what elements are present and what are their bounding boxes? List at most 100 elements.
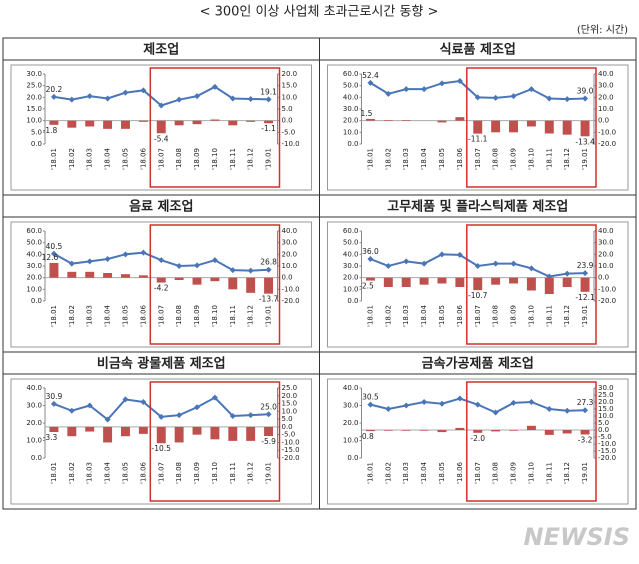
y-tick-label: 15.0 — [26, 105, 42, 113]
line-marker — [528, 399, 535, 405]
x-tick-label: '18.08 — [175, 305, 183, 327]
line-marker — [104, 256, 111, 262]
x-tick-label: '18.12 — [247, 462, 255, 484]
bar — [473, 277, 483, 291]
y2-tick-label: 30.0 — [598, 82, 614, 90]
line-marker — [456, 78, 463, 84]
y-tick-label: 30.0 — [26, 402, 42, 410]
y-tick-label: 10.0 — [343, 285, 359, 293]
y2-tick-label: 10.0 — [598, 105, 614, 113]
y2-tick-label: -10.0 — [282, 438, 300, 446]
y2-tick-label: -5.0 — [282, 128, 296, 136]
x-tick-label: '18.01 — [366, 462, 374, 484]
x-tick-label: '18.01 — [366, 148, 374, 170]
x-tick-label: '19.01 — [265, 462, 273, 484]
bar — [85, 426, 95, 432]
line-value-label: 30.5 — [362, 393, 379, 402]
bar — [526, 277, 536, 291]
line-marker — [265, 411, 272, 418]
y2-tick-label: 10.0 — [598, 262, 614, 270]
bar-value-label: -4.2 — [154, 284, 169, 293]
bar — [401, 430, 411, 431]
y2-tick-label: 30.0 — [598, 239, 614, 247]
x-tick-label: '18.11 — [545, 462, 553, 484]
line-value-label: 40.5 — [46, 242, 63, 251]
line-marker — [385, 406, 392, 412]
line-marker — [421, 86, 428, 93]
line-marker — [421, 399, 428, 405]
x-tick-label: '18.12 — [563, 148, 571, 170]
y-tick-label: 60.0 — [343, 227, 359, 235]
line-marker — [528, 265, 535, 272]
bar-value-label: -5.9 — [261, 437, 276, 446]
line-marker — [438, 251, 445, 258]
bar — [138, 275, 148, 278]
bar-value-label: -11.1 — [468, 135, 488, 144]
y-tick-label: 30.0 — [343, 402, 359, 410]
line-marker — [122, 251, 129, 258]
panel-title: 고무제품 및 플라스틱제품 제조업 — [387, 199, 568, 215]
y-tick-label: 20.0 — [343, 274, 359, 282]
y-tick-label: 40.0 — [343, 250, 359, 258]
bar — [49, 120, 59, 125]
x-tick-label: '18.01 — [50, 148, 58, 170]
line-marker — [122, 396, 129, 403]
bar — [455, 117, 465, 121]
line-marker — [140, 399, 147, 405]
line-marker — [367, 256, 374, 262]
x-tick-label: '18.05 — [438, 148, 446, 170]
y-tick-label: 20.0 — [343, 419, 359, 427]
y2-tick-label: 30.0 — [598, 384, 614, 392]
line-marker — [403, 402, 410, 409]
line-marker — [68, 96, 75, 103]
bar — [473, 120, 483, 134]
line-marker — [104, 95, 111, 102]
bar — [103, 273, 113, 278]
bar — [103, 426, 113, 443]
bar — [138, 426, 148, 434]
line-marker — [510, 399, 517, 406]
y-tick-label: 0.0 — [31, 140, 42, 148]
y2-tick-label: 0.0 — [282, 117, 293, 125]
line-marker — [456, 395, 463, 402]
x-tick-label: '18.03 — [402, 148, 410, 170]
x-tick-label: '18.11 — [545, 305, 553, 327]
y-tick-label: 20.0 — [343, 117, 359, 125]
y2-tick-label: -10.0 — [598, 285, 616, 293]
x-tick-label: '18.05 — [121, 305, 129, 327]
x-tick-label: '19.01 — [581, 305, 589, 327]
y-tick-label: 30.0 — [26, 262, 42, 270]
line-marker — [265, 96, 272, 103]
x-tick-label: '18.10 — [211, 148, 219, 170]
line-value-label: 25.0 — [260, 402, 277, 411]
panel-title: 금속가공제품 제조업 — [422, 357, 534, 372]
bar — [580, 120, 590, 137]
bar-value-label: -10.5 — [152, 444, 172, 453]
line-marker — [211, 394, 218, 401]
line-marker — [104, 416, 111, 423]
bar — [138, 120, 148, 122]
y2-tick-label: 0.0 — [598, 426, 609, 434]
line-marker — [211, 83, 218, 90]
panel-title: 제조업 — [143, 43, 179, 58]
bar — [246, 277, 256, 293]
bar-value-label: -3.3 — [43, 433, 58, 442]
line-marker — [492, 260, 499, 267]
bar — [437, 430, 447, 433]
line-value-label: 19.1 — [260, 87, 277, 96]
line-value-label: 52.4 — [362, 71, 379, 80]
bar — [455, 427, 465, 430]
line-marker — [265, 266, 272, 273]
y2-tick-label: 20.0 — [598, 93, 614, 101]
x-tick-label: '18.07 — [474, 462, 482, 484]
line-marker — [403, 86, 410, 93]
panel-title: 식료품 제조업 — [440, 42, 516, 58]
x-tick-label: '18.10 — [527, 462, 535, 484]
bar — [562, 120, 572, 135]
bar — [210, 426, 220, 440]
y-tick-label: 0.0 — [31, 454, 42, 462]
bar — [419, 430, 429, 431]
y2-tick-label: 10.0 — [282, 93, 298, 101]
line-marker — [68, 260, 75, 267]
bar — [210, 277, 220, 282]
